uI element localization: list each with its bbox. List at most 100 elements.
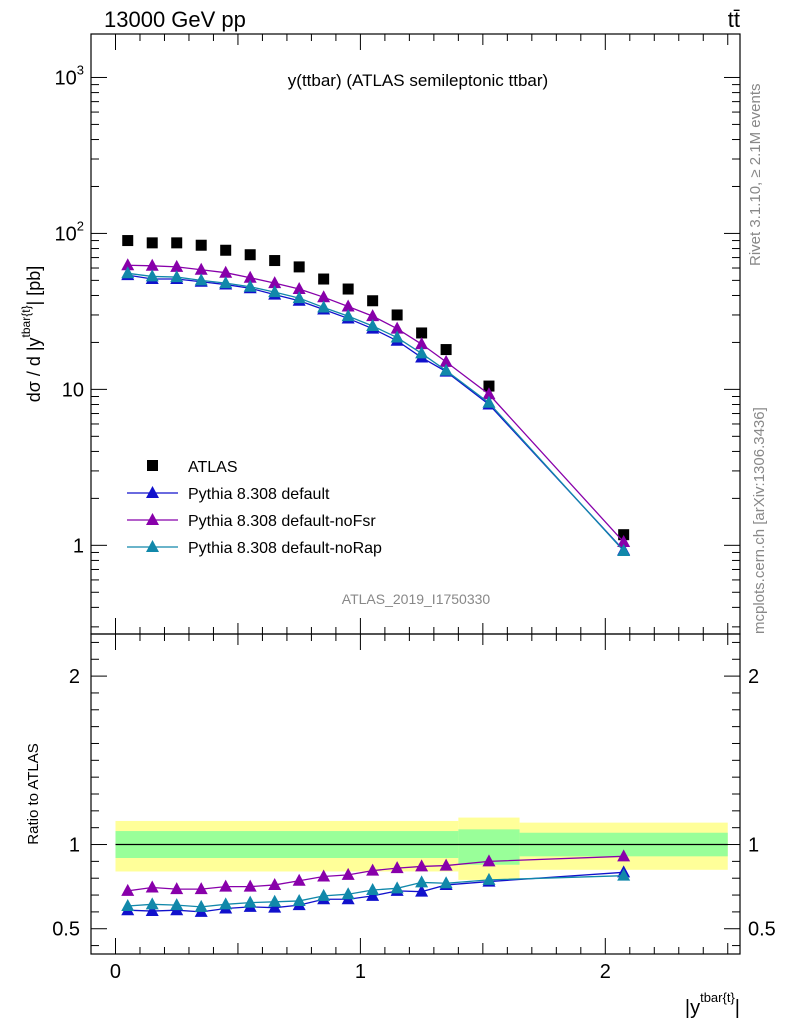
- series-atlas: [122, 235, 630, 541]
- data-point-pythia-8-308-default-nofsr: [439, 354, 453, 367]
- data-point-atlas: [293, 261, 305, 273]
- ratio-point-pythia-8-308-default: [415, 884, 429, 897]
- data-point-pythia-8-308-default-nofsr: [482, 387, 496, 400]
- data-point-atlas: [269, 255, 281, 267]
- data-point-atlas: [171, 237, 183, 249]
- rivet-version-label: Rivet 3.1.10, ≥ 2.1M events: [747, 84, 764, 267]
- series-line-pythia-8-308-default-norap: [127, 272, 625, 552]
- data-point-pythia-8-308-default-nofsr: [366, 309, 380, 322]
- ratio-point-pythia-8-308-default-norap: [482, 872, 496, 885]
- ratio-point-pythia-8-308-default-norap: [121, 899, 135, 911]
- ratio-point-pythia-8-308-default-norap: [243, 895, 257, 908]
- ratio-point-pythia-8-308-default-nofsr: [268, 877, 282, 890]
- ratio-point-pythia-8-308-default-norap: [341, 887, 355, 900]
- data-point-atlas: [244, 249, 256, 261]
- data-point-pythia-8-308-default-norap: [219, 276, 233, 289]
- ratio-point-pythia-8-308-default-nofsr: [121, 883, 135, 896]
- legend-marker-atlas: [147, 460, 158, 471]
- data-point-pythia-8-308-default-norap: [121, 266, 135, 279]
- ratio-point-pythia-8-308-default-nofsr: [366, 863, 380, 876]
- main-y-tick-label: 103: [55, 62, 84, 89]
- legend-marker-norap: [146, 540, 159, 552]
- ratio-point-pythia-8-308-default-nofsr: [219, 879, 233, 892]
- x-axis-label-text: |ytbar{t}|: [685, 990, 740, 1019]
- series-line-pythia-8-308-default-nofsr: [127, 264, 625, 543]
- ratio-panel: 0.5 0.5 1 1 2 2 0 1 2 Ratio to ATLAS: [25, 633, 776, 983]
- ratio-uncertainty-bands: [115, 817, 728, 880]
- ratio-point-pythia-8-308-default-norap: [292, 893, 306, 906]
- data-point-atlas: [195, 239, 207, 251]
- data-point-atlas: [416, 327, 428, 339]
- ratio-y-tick-label: 2: [69, 666, 80, 688]
- main-y-tick-label: 10: [62, 379, 84, 401]
- data-point-pythia-8-308-default-nofsr: [121, 258, 135, 271]
- data-point-pythia-8-308-default-nofsr: [317, 290, 331, 303]
- legend-label-norap: Pythia 8.308 default-noRap: [188, 540, 382, 557]
- main-y-axis-label: dσ / d |ytbar{t}| [pb]: [19, 266, 44, 403]
- ratio-frame: [90, 633, 741, 955]
- data-point-pythia-8-308-default-norap: [366, 318, 380, 331]
- main-series-layer: [121, 235, 631, 556]
- ratio-point-pythia-8-308-default-norap: [439, 876, 453, 889]
- data-point-pythia-8-308-default-nofsr: [145, 258, 159, 271]
- ratio-y-tick-label-right: 1: [748, 835, 759, 857]
- data-point-atlas: [146, 237, 158, 249]
- ratio-line-pythia-8-308-default: [127, 871, 624, 913]
- x-tick-label: 0: [110, 961, 121, 983]
- ratio-point-pythia-8-308-default-norap: [145, 897, 159, 910]
- data-point-pythia-8-308-default-nofsr: [390, 321, 404, 334]
- data-point-pythia-8-308-default-norap: [243, 279, 257, 292]
- process-label: tt̄: [728, 7, 740, 32]
- series-line-pythia-8-308-default: [127, 274, 625, 551]
- ratio-point-pythia-8-308-default-norap: [366, 883, 380, 895]
- data-point-pythia-8-308-default-nofsr: [219, 265, 233, 278]
- data-point-pythia-8-308-default-norap: [415, 346, 429, 359]
- ratio-axis-ticks: 0.5 0.5 1 1 2 2 0 1 2: [52, 634, 776, 983]
- data-point-atlas: [391, 309, 403, 321]
- data-point-atlas: [220, 244, 232, 256]
- data-point-atlas: [367, 295, 379, 307]
- ratio-point-pythia-8-308-default-nofsr: [243, 879, 257, 892]
- main-y-tick-label: 1: [73, 535, 84, 557]
- ratio-point-pythia-8-308-default-nofsr: [390, 861, 404, 874]
- series-pythia-8-308-default-nofsr: [121, 258, 631, 548]
- data-point-atlas: [618, 529, 630, 541]
- ratio-point-pythia-8-308-default-norap: [415, 875, 429, 888]
- data-point-pythia-8-308-default-nofsr: [292, 282, 306, 295]
- mcplots-label: mcplots.cern.ch [arXiv:1306.3436]: [751, 407, 768, 634]
- data-point-atlas: [122, 235, 134, 247]
- ratio-point-pythia-8-308-default-nofsr: [439, 858, 453, 871]
- data-point-pythia-8-308-default-nofsr: [617, 535, 631, 548]
- x-tick-label: 2: [600, 961, 611, 983]
- data-point-pythia-8-308-default-nofsr: [194, 262, 208, 275]
- x-axis-label: |ytbar{t}|: [685, 990, 740, 1019]
- ratio-point-pythia-8-308-default-norap: [170, 898, 184, 911]
- ratio-line-pythia-8-308-default-norap: [127, 875, 624, 908]
- data-point-atlas: [440, 344, 452, 356]
- data-point-atlas: [318, 273, 330, 285]
- data-point-pythia-8-308-default-norap: [390, 330, 404, 343]
- data-point-pythia-8-308-default-norap: [268, 285, 282, 298]
- legend-label-default: Pythia 8.308 default: [188, 486, 330, 503]
- data-point-pythia-8-308-default-norap: [194, 273, 208, 286]
- series-pythia-8-308-default-norap: [121, 266, 631, 556]
- ratio-point-pythia-8-308-default-norap: [617, 868, 631, 881]
- ratio-point-pythia-8-308-default-norap: [268, 894, 282, 907]
- ratio-line-pythia-8-308-default-nofsr: [127, 855, 624, 892]
- ratio-point-pythia-8-308-default-nofsr: [292, 873, 306, 886]
- main-panel: 1 10 102 103 y(ttbar) (ATLAS semileptonic t…: [19, 33, 741, 635]
- x-tick-label: 1: [355, 961, 366, 983]
- energy-label: 13000 GeV pp: [104, 7, 246, 32]
- ratio-point-pythia-8-308-default-nofsr: [170, 882, 184, 895]
- legend-marker-nofsr: [146, 513, 159, 525]
- ratio-point-pythia-8-308-default: [145, 904, 159, 917]
- ratio-point-pythia-8-308-default-nofsr: [482, 854, 496, 867]
- ratio-point-pythia-8-308-default-norap: [390, 881, 404, 894]
- data-point-pythia-8-308-default-norap: [482, 395, 496, 408]
- ratio-y-tick-label-right: 2: [748, 666, 759, 688]
- legend-label-atlas: ATLAS: [188, 459, 238, 476]
- ratio-y-tick-label-right: 0.5: [748, 919, 776, 941]
- data-point-atlas: [342, 283, 354, 295]
- ratio-y-tick-label: 0.5: [52, 919, 80, 941]
- data-point-pythia-8-308-default-nofsr: [415, 337, 429, 350]
